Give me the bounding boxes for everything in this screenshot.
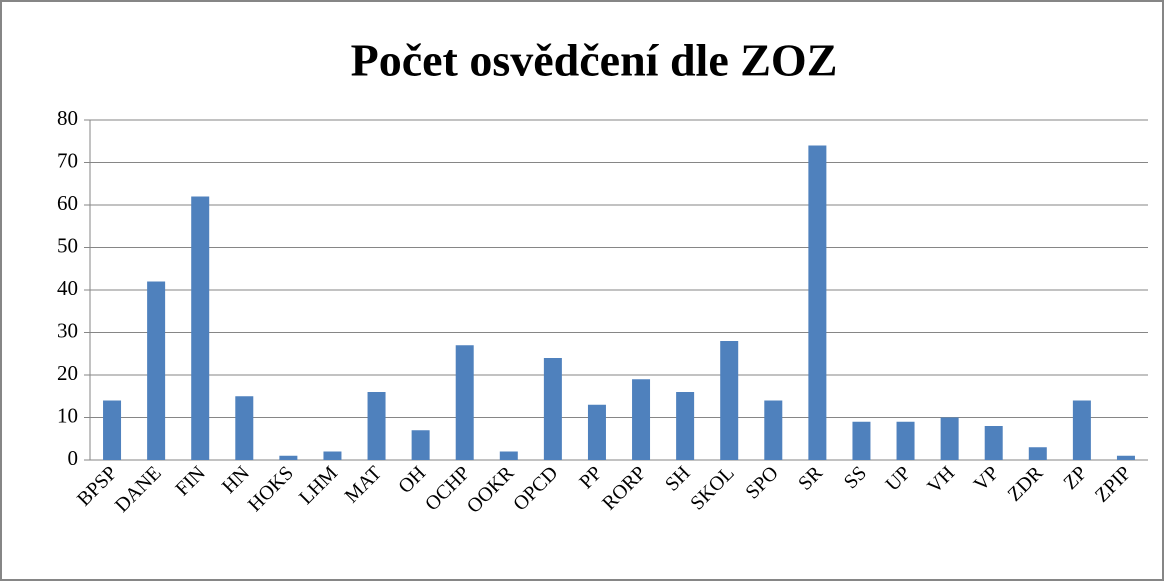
bar: [103, 400, 122, 460]
bar: [1116, 455, 1135, 460]
bar: [720, 341, 739, 460]
bar: [191, 196, 210, 460]
y-tick-label: 40: [57, 276, 78, 300]
y-tick-label: 60: [57, 191, 78, 215]
bar: [147, 281, 166, 460]
y-tick-label: 0: [68, 446, 79, 470]
y-tick-label: 50: [57, 233, 78, 257]
y-tick-label: 30: [57, 318, 78, 342]
bar: [808, 145, 827, 460]
bar: [1072, 400, 1091, 460]
bar: [323, 451, 342, 460]
y-tick-label: 20: [57, 361, 78, 385]
bar: [411, 430, 430, 460]
y-tick-label: 70: [57, 148, 78, 172]
bar: [676, 392, 695, 460]
bar: [499, 451, 518, 460]
bar: [279, 455, 298, 460]
bar: [940, 417, 959, 460]
bar: [984, 426, 1003, 460]
bar: [896, 421, 915, 460]
bar: [367, 392, 386, 460]
y-tick-label: 10: [57, 403, 78, 427]
chart-title: Počet osvědčení dle ZOZ: [351, 35, 838, 86]
bar: [235, 396, 254, 460]
bar: [455, 345, 474, 460]
bar: [852, 421, 871, 460]
bar: [543, 358, 562, 460]
bar: [1028, 447, 1047, 460]
bar: [764, 400, 783, 460]
bar: [587, 404, 606, 460]
bar: [632, 379, 651, 460]
y-tick-label: 80: [57, 106, 78, 130]
